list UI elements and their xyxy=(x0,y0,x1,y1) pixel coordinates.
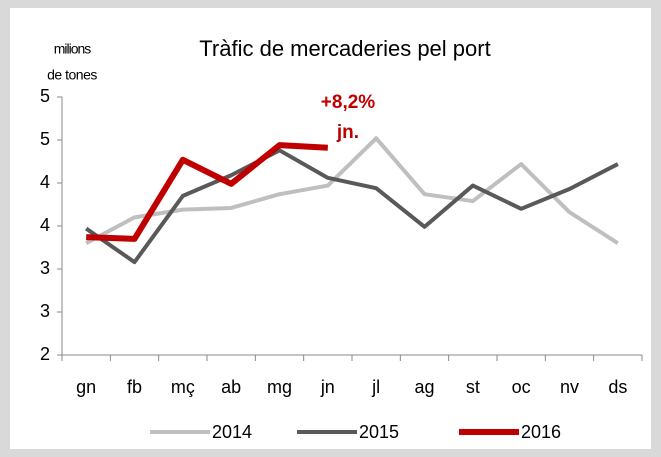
y-tick-label: 5 xyxy=(40,86,50,106)
x-tick-label: ds xyxy=(608,377,627,397)
line-series xyxy=(85,136,619,245)
y-axis-label: milions xyxy=(54,41,92,57)
x-tick-label: ag xyxy=(414,377,434,397)
annotation: +8,2% xyxy=(321,92,376,113)
line-series xyxy=(85,148,619,265)
x-tick-label: st xyxy=(466,377,480,397)
x-tick-label: oc xyxy=(512,377,531,397)
y-tick-label: 2 xyxy=(40,344,50,364)
x-tick-label: fb xyxy=(127,377,142,397)
x-tick-label: mg xyxy=(267,377,292,397)
y-tick-label: 3 xyxy=(40,301,50,321)
legend-label: 2014 xyxy=(212,422,252,442)
x-tick-label: jl xyxy=(371,377,380,397)
x-tick-label: ab xyxy=(221,377,241,397)
chart-title: Tràfic de mercaderies pel port xyxy=(199,36,490,61)
x-tick-label: gn xyxy=(76,377,96,397)
y-tick-label: 3 xyxy=(40,258,50,278)
y-tick-label: 4 xyxy=(40,215,50,235)
x-tick-label: mç xyxy=(171,377,195,397)
y-tick-label: 4 xyxy=(40,172,50,192)
x-tick-label: jn xyxy=(320,377,335,397)
y-tick-label: 5 xyxy=(40,129,50,149)
x-tick-label: nv xyxy=(560,377,579,397)
line-series xyxy=(86,142,328,242)
legend-label: 2015 xyxy=(359,422,399,442)
legend-label: 2016 xyxy=(521,422,561,442)
y-axis-label: de tones xyxy=(47,67,97,83)
annotation: jn. xyxy=(336,122,359,143)
